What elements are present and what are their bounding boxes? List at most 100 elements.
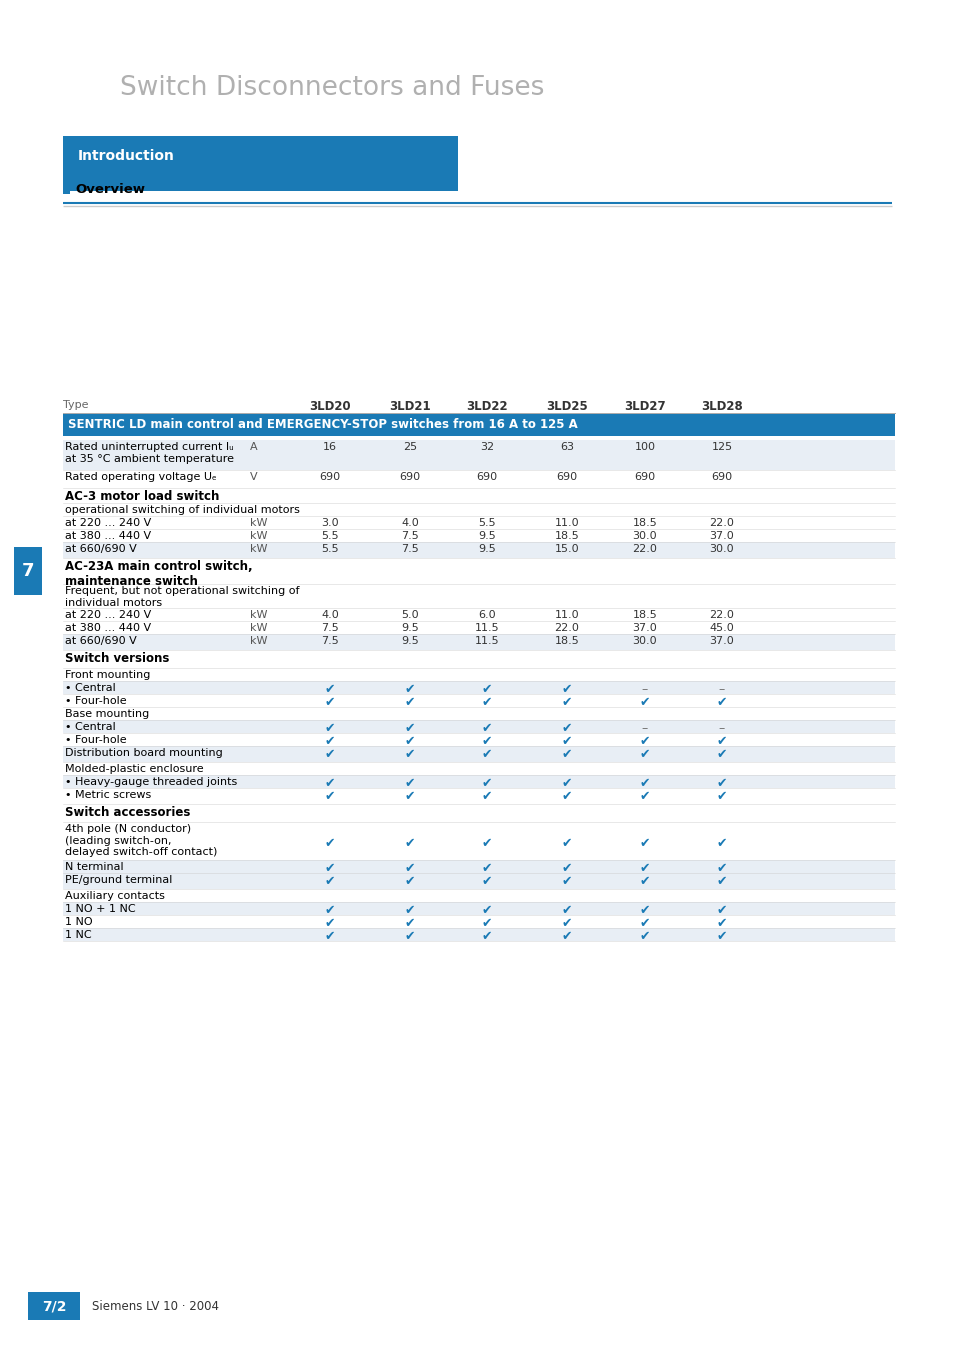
Text: ✔: ✔ — [324, 875, 335, 888]
Text: ✔: ✔ — [481, 904, 492, 917]
Text: 7.5: 7.5 — [400, 544, 418, 554]
Text: ✔: ✔ — [324, 684, 335, 696]
FancyBboxPatch shape — [63, 542, 894, 558]
Text: at 380 ... 440 V: at 380 ... 440 V — [65, 531, 151, 540]
Text: at 660/690 V: at 660/690 V — [65, 636, 136, 646]
Text: 37.0: 37.0 — [709, 531, 734, 540]
Text: AC-3 motor load switch: AC-3 motor load switch — [65, 490, 219, 503]
Text: 32: 32 — [479, 442, 494, 453]
Text: ✔: ✔ — [404, 862, 415, 875]
Text: ✔: ✔ — [639, 696, 650, 709]
Text: ✔: ✔ — [404, 838, 415, 850]
Text: 1 NC: 1 NC — [65, 929, 91, 940]
Text: ✔: ✔ — [481, 735, 492, 748]
FancyBboxPatch shape — [14, 547, 42, 594]
Text: ✔: ✔ — [324, 696, 335, 709]
Text: ✔: ✔ — [404, 721, 415, 735]
Text: ✔: ✔ — [481, 790, 492, 802]
Text: kW: kW — [250, 531, 267, 540]
Text: 30.0: 30.0 — [632, 636, 657, 646]
Text: at 660/690 V: at 660/690 V — [65, 544, 136, 554]
Text: 11.5: 11.5 — [475, 636, 498, 646]
Text: ✔: ✔ — [481, 862, 492, 875]
Text: 30.0: 30.0 — [632, 531, 657, 540]
Text: Switch Disconnectors and Fuses: Switch Disconnectors and Fuses — [120, 76, 544, 101]
Text: ✔: ✔ — [481, 696, 492, 709]
Text: Frequent, but not operational switching of
individual motors: Frequent, but not operational switching … — [65, 586, 299, 608]
Text: 16: 16 — [323, 442, 336, 453]
FancyBboxPatch shape — [63, 720, 894, 734]
Text: kW: kW — [250, 623, 267, 634]
FancyBboxPatch shape — [63, 634, 894, 650]
Text: 22.0: 22.0 — [709, 611, 734, 620]
Text: 9.5: 9.5 — [400, 636, 418, 646]
Text: 22.0: 22.0 — [632, 544, 657, 554]
Text: ✔: ✔ — [716, 838, 726, 850]
Text: 5.5: 5.5 — [321, 544, 338, 554]
Text: Overview: Overview — [75, 182, 145, 196]
Text: ✔: ✔ — [404, 696, 415, 709]
Text: 7.5: 7.5 — [321, 636, 338, 646]
Text: 690: 690 — [319, 471, 340, 482]
Text: ✔: ✔ — [716, 862, 726, 875]
Text: operational switching of individual motors: operational switching of individual moto… — [65, 505, 299, 515]
Text: 5.5: 5.5 — [477, 517, 496, 528]
Text: ✔: ✔ — [716, 696, 726, 709]
Text: 5.0: 5.0 — [401, 611, 418, 620]
FancyBboxPatch shape — [63, 861, 894, 873]
Text: ✔: ✔ — [639, 777, 650, 790]
Text: –: – — [719, 684, 724, 696]
Text: ✔: ✔ — [561, 862, 572, 875]
Text: 3.0: 3.0 — [321, 517, 338, 528]
Text: 3LD25: 3LD25 — [545, 400, 587, 413]
Text: ✔: ✔ — [639, 929, 650, 943]
Text: PE/ground terminal: PE/ground terminal — [65, 875, 172, 885]
Text: Switch versions: Switch versions — [65, 653, 170, 665]
FancyBboxPatch shape — [63, 928, 894, 942]
Text: ✔: ✔ — [561, 777, 572, 790]
Text: ✔: ✔ — [561, 684, 572, 696]
Text: Front mounting: Front mounting — [65, 670, 151, 680]
Text: at 380 ... 440 V: at 380 ... 440 V — [65, 623, 151, 634]
Text: ✔: ✔ — [481, 748, 492, 761]
Text: 9.5: 9.5 — [477, 531, 496, 540]
Text: ✔: ✔ — [716, 875, 726, 888]
Text: 3LD22: 3LD22 — [466, 400, 507, 413]
Text: 3LD20: 3LD20 — [309, 400, 351, 413]
Text: 18.5: 18.5 — [632, 517, 657, 528]
Text: 11.0: 11.0 — [554, 611, 578, 620]
Text: 100: 100 — [634, 442, 655, 453]
Text: kW: kW — [250, 544, 267, 554]
Text: ✔: ✔ — [324, 904, 335, 917]
Text: ✔: ✔ — [404, 904, 415, 917]
Text: 125: 125 — [711, 442, 732, 453]
Text: kW: kW — [250, 636, 267, 646]
Text: • Central: • Central — [65, 721, 115, 732]
Text: Introduction: Introduction — [78, 149, 174, 163]
Text: ✔: ✔ — [561, 838, 572, 850]
Text: ✔: ✔ — [716, 904, 726, 917]
Text: ✔: ✔ — [561, 748, 572, 761]
Text: N terminal: N terminal — [65, 862, 124, 871]
Text: ✔: ✔ — [716, 777, 726, 790]
Text: ✔: ✔ — [324, 838, 335, 850]
Text: A: A — [250, 442, 257, 453]
Text: ✔: ✔ — [639, 862, 650, 875]
FancyBboxPatch shape — [63, 746, 894, 762]
Text: ✔: ✔ — [404, 777, 415, 790]
Text: 7/2: 7/2 — [42, 1300, 66, 1313]
Text: ✔: ✔ — [639, 790, 650, 802]
Text: • Central: • Central — [65, 684, 115, 693]
Text: ✔: ✔ — [404, 875, 415, 888]
Text: 30.0: 30.0 — [709, 544, 734, 554]
FancyBboxPatch shape — [63, 681, 894, 694]
Text: 3LD21: 3LD21 — [389, 400, 431, 413]
Text: ✔: ✔ — [481, 875, 492, 888]
Text: Molded-plastic enclosure: Molded-plastic enclosure — [65, 765, 203, 774]
Text: ✔: ✔ — [324, 735, 335, 748]
Text: 25: 25 — [402, 442, 416, 453]
FancyBboxPatch shape — [63, 136, 457, 190]
Text: ✔: ✔ — [404, 748, 415, 761]
Text: 3LD27: 3LD27 — [623, 400, 665, 413]
Text: 690: 690 — [634, 471, 655, 482]
